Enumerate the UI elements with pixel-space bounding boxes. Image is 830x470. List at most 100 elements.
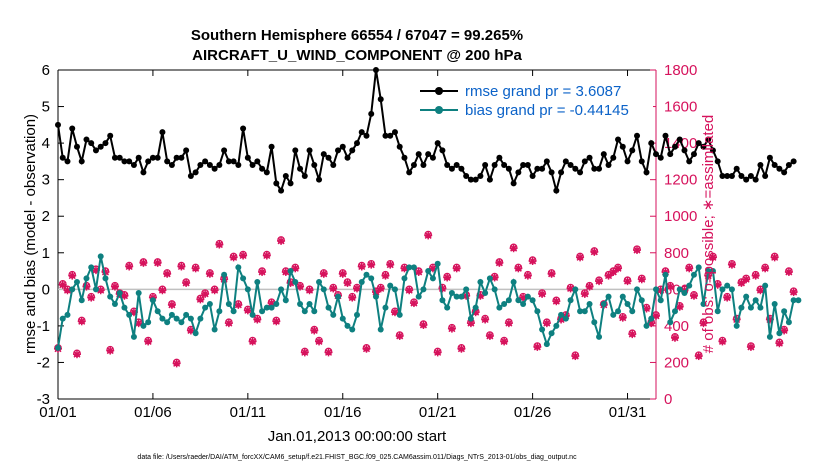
rmse-point — [178, 154, 185, 161]
rmse-point — [439, 147, 446, 154]
obs-assimilated-point — [727, 260, 736, 269]
star-stroke — [633, 246, 641, 254]
star-stroke — [348, 294, 356, 302]
y-right-tick-label: 1200 — [664, 172, 697, 189]
obs-assimilated-point — [756, 286, 765, 295]
obs-assimilated-point — [248, 337, 257, 346]
rmse-point — [529, 173, 536, 180]
obs-assimilated-point — [357, 262, 366, 271]
bias-point — [354, 311, 360, 318]
rmse-point — [747, 173, 754, 180]
bias-point — [316, 279, 323, 286]
rmse-point — [273, 180, 280, 187]
bias-point — [149, 297, 156, 304]
legend-rmse-label: rmse grand pr = 3.6087 — [465, 83, 621, 100]
bias-point — [263, 304, 270, 311]
rmse-point — [596, 165, 603, 172]
bias-point — [130, 333, 137, 340]
obs-assimilated-point — [628, 330, 637, 339]
y-right-tick-label: 1000 — [664, 208, 697, 225]
y-left-tick-label: 1 — [42, 245, 50, 262]
star-stroke — [182, 279, 190, 287]
rmse-point — [681, 147, 688, 154]
rmse-point — [728, 173, 735, 180]
obs-assimilated-point — [258, 267, 267, 276]
obs-assimilated-point — [542, 319, 551, 328]
bias-point — [534, 308, 541, 315]
rmse-point — [159, 129, 166, 136]
rmse-point — [78, 158, 85, 165]
bias-point — [629, 308, 636, 315]
rmse-point — [301, 173, 308, 180]
bias-point — [482, 289, 489, 296]
bias-point — [567, 297, 574, 304]
bias-point — [311, 308, 318, 315]
rmse-point — [709, 147, 716, 154]
bias-point — [496, 304, 503, 311]
rmse-point — [634, 132, 641, 139]
rmse-point — [785, 162, 792, 169]
bias-point — [676, 286, 683, 293]
obs-assimilated-point — [751, 271, 760, 280]
bias-point — [690, 271, 697, 278]
star-stroke — [87, 294, 95, 302]
star-stroke — [101, 268, 109, 276]
rmse-point — [183, 147, 190, 154]
rmse-point — [235, 162, 242, 169]
bias-point — [415, 293, 422, 300]
bias-point — [221, 271, 228, 278]
rmse-point — [292, 147, 299, 154]
rmse-point — [278, 187, 285, 194]
y-left-tick-label: 0 — [42, 281, 50, 298]
bias-point — [116, 289, 123, 296]
bias-point — [671, 308, 678, 315]
rmse-point — [64, 158, 71, 165]
obs-assimilated-point — [87, 293, 96, 302]
rmse-point — [695, 140, 702, 147]
obs-assimilated-point — [172, 359, 181, 368]
bias-point — [339, 315, 346, 322]
bias-point — [548, 330, 555, 337]
obs-assimilated-point — [784, 267, 793, 276]
star-stroke — [424, 231, 432, 239]
obs-assimilated-point — [552, 297, 561, 306]
rmse-point — [524, 162, 531, 169]
y-left-tick-label: 3 — [42, 172, 50, 189]
rmse-point — [344, 154, 351, 161]
star-stroke — [320, 270, 328, 278]
star-stroke — [728, 261, 736, 269]
rmse-point — [686, 158, 693, 165]
rmse-point — [287, 180, 294, 187]
bias-point — [145, 319, 152, 326]
x-tick-label: 01/06 — [134, 404, 172, 421]
obs-assimilated-point — [742, 275, 751, 284]
star-stroke — [576, 253, 584, 261]
bias-point — [325, 304, 332, 311]
rmse-point — [97, 143, 104, 150]
bias-point — [254, 279, 261, 286]
star-stroke — [771, 253, 779, 261]
obs-assimilated-point — [533, 342, 542, 351]
obs-assimilated-point — [481, 315, 490, 324]
obs-assimilated-point — [201, 289, 210, 298]
star-stroke — [676, 303, 684, 311]
bias-point — [244, 286, 251, 293]
bias-point — [382, 304, 389, 311]
obs-assimilated-point — [68, 271, 77, 280]
bias-point — [700, 300, 707, 307]
obs-assimilated-point — [694, 352, 703, 361]
bias-point — [719, 286, 726, 293]
bias-point — [553, 322, 560, 329]
rmse-point — [562, 158, 569, 165]
obs-assimilated-point — [362, 344, 371, 353]
star-stroke — [367, 261, 375, 269]
obs-assimilated-point — [414, 267, 423, 276]
obs-assimilated-point — [623, 277, 632, 286]
bias-point — [278, 286, 285, 293]
star-stroke — [92, 266, 100, 274]
bias-point — [59, 315, 66, 322]
rmse-point — [501, 162, 508, 169]
rmse-point — [102, 140, 109, 147]
star-stroke — [628, 330, 636, 338]
bias-point — [458, 293, 465, 300]
